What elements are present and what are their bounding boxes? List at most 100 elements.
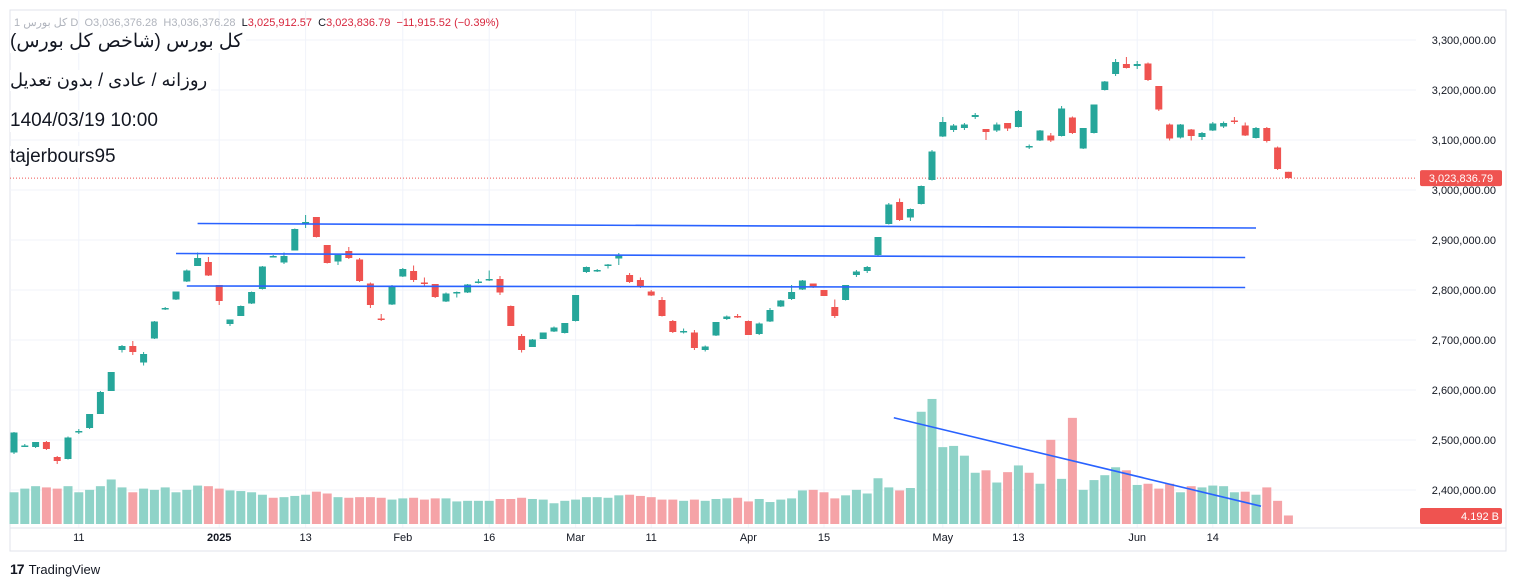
candle-body: [1230, 120, 1238, 122]
candle-body: [690, 332, 698, 348]
volume-bar: [279, 497, 289, 524]
volume-bar: [722, 498, 732, 524]
candle-body: [680, 331, 688, 333]
volume-bar: [495, 498, 505, 524]
candle-body: [21, 445, 29, 447]
volume-bar: [322, 493, 332, 524]
volume-bar: [1251, 494, 1261, 524]
volume-bar: [1057, 478, 1067, 524]
volume-bar: [711, 498, 721, 524]
legend-high-label: H: [163, 17, 172, 29]
legend-open-label: O: [84, 17, 93, 29]
volume-bar: [1197, 487, 1207, 524]
trendline-horizontal: [197, 222, 1257, 229]
time-tick-label: 16: [483, 532, 495, 544]
annotation-datetime[interactable]: 1404/03/19 10:00: [10, 110, 162, 132]
candle-body: [647, 291, 655, 296]
candle-body: [971, 115, 979, 117]
candle-body: [150, 321, 158, 339]
price-tick-label: 3,300,000.00: [1432, 35, 1496, 47]
candle-body: [593, 270, 601, 272]
volume-bar: [430, 498, 440, 524]
price-tick-label: 3,000,000.00: [1432, 185, 1496, 197]
candle-body: [852, 271, 860, 275]
candle-body: [950, 125, 958, 130]
candle-body: [626, 275, 634, 282]
candle-body: [1198, 133, 1206, 137]
volume-bar: [851, 489, 861, 524]
time-axis[interactable]: 11 2025 13 Feb 16 Mar 11 Apr 15 May 13 Jun 14: [10, 527, 1506, 544]
annotation-title[interactable]: کل بورس (شاخص کل بورس): [10, 30, 247, 53]
volume-bar: [1208, 485, 1218, 524]
legend-low-value: 3,025,912.57: [247, 17, 313, 29]
time-tick-label: 2025: [207, 532, 231, 544]
volume-bars: [9, 398, 1293, 524]
volume-bar: [441, 498, 451, 524]
annotation-mode[interactable]: روزانه / عادی / بدون تعدیل: [10, 70, 212, 91]
volume-bar: [149, 489, 159, 524]
candle-body: [75, 431, 83, 433]
volume-bar: [992, 482, 1002, 524]
volume-bar: [1175, 492, 1185, 524]
candle-body: [863, 267, 871, 271]
annotation-author[interactable]: tajerbours95: [10, 146, 120, 168]
candle-body: [312, 217, 320, 237]
candle-body: [1090, 104, 1098, 133]
volume-bar: [225, 490, 235, 524]
candle-body: [366, 283, 374, 305]
volume-bar: [419, 499, 429, 524]
candle-body: [1220, 123, 1228, 127]
volume-bar: [841, 495, 851, 524]
candle-body: [194, 258, 202, 266]
candle-body: [107, 372, 115, 391]
volume-bar: [74, 492, 84, 524]
price-tick-label: 3,200,000.00: [1432, 85, 1496, 97]
legend-low-label: L: [241, 17, 248, 29]
volume-bar: [160, 487, 170, 524]
candle-body: [1187, 129, 1195, 136]
volume-bar: [549, 503, 559, 524]
candle-body: [615, 255, 623, 259]
last-price-label: 3,023,836.79: [1429, 173, 1493, 185]
volume-bar: [365, 497, 375, 524]
time-tick-label: 15: [818, 532, 830, 544]
volume-bar: [1262, 487, 1272, 524]
candle-body: [507, 306, 515, 326]
volume-bar: [106, 479, 116, 524]
volume-bar: [625, 494, 635, 524]
candle-body: [129, 346, 137, 352]
volume-bar: [463, 500, 473, 524]
legend-symbol[interactable]: کل بورس: [23, 17, 68, 29]
volume-bar: [689, 499, 699, 524]
candle-body: [183, 270, 191, 282]
volume-bar: [1283, 515, 1293, 524]
candle-body: [226, 319, 234, 324]
volume-bar: [538, 499, 548, 524]
trendlines[interactable]: [175, 222, 1262, 507]
candle-body: [485, 279, 493, 281]
volume-bar: [743, 501, 753, 524]
price-tick-label: 2,400,000.00: [1432, 485, 1496, 497]
price-tick-label: 2,500,000.00: [1432, 435, 1496, 447]
tradingview-logo[interactable]: 17 TradingView: [10, 561, 100, 577]
candle-body: [809, 283, 817, 287]
candle-body: [1176, 124, 1184, 138]
volume-bar: [873, 478, 883, 524]
candle-body: [258, 266, 266, 289]
candle-body: [42, 442, 50, 449]
candle-body: [118, 346, 126, 350]
volume-bar: [409, 497, 419, 524]
volume-bar: [905, 488, 915, 524]
volume-bar: [646, 497, 656, 524]
volume-bar: [1154, 488, 1164, 524]
candle-body: [1101, 81, 1109, 90]
volume-bar: [203, 486, 213, 524]
candle-body: [302, 222, 310, 224]
volume-bar: [1003, 472, 1013, 524]
price-axis[interactable]: 2,400,000.00 2,500,000.00 2,600,000.00 2,70…: [1420, 35, 1502, 524]
candle-body: [204, 262, 212, 276]
volume-bar: [1035, 483, 1045, 524]
candle-body: [474, 281, 482, 283]
volume-bar: [949, 445, 959, 524]
